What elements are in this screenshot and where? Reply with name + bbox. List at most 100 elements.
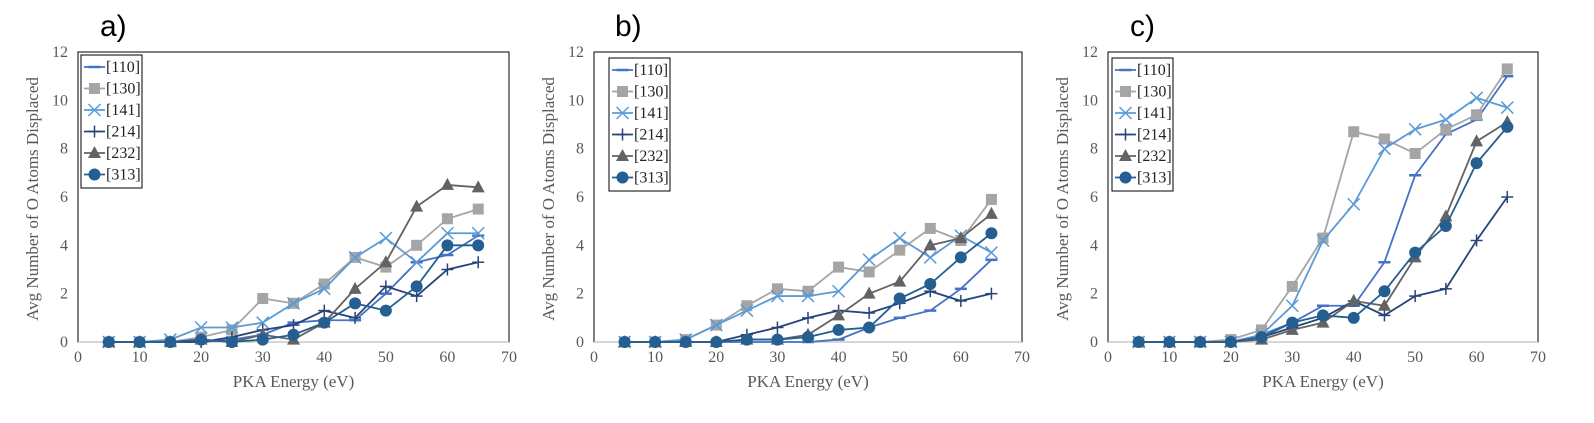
- x-tick-label: 60: [1469, 349, 1485, 366]
- y-tick-label: 10: [52, 92, 68, 109]
- legend-box: [80, 54, 143, 189]
- x-tick-label: 70: [1014, 349, 1030, 366]
- data-point: [954, 251, 967, 264]
- data-point: [317, 282, 331, 296]
- data-point: [924, 222, 936, 234]
- data-point: [410, 280, 423, 293]
- legend-entry: [110]: [84, 59, 140, 76]
- data-point: [1256, 324, 1268, 336]
- data-point: [801, 289, 815, 303]
- y-tick-label: 0: [1090, 334, 1098, 351]
- legend-label: [141]: [1137, 105, 1172, 122]
- y-tick-label: 0: [576, 334, 584, 351]
- data-point: [985, 193, 997, 205]
- x-tick-label: 0: [1104, 349, 1112, 366]
- legend-entry: [110]: [612, 62, 668, 79]
- x-tick-label: 50: [378, 349, 394, 366]
- data-point: [287, 328, 300, 341]
- data-point: [1286, 280, 1298, 292]
- y-tick-label: 2: [1090, 286, 1098, 303]
- data-point: [1501, 63, 1513, 75]
- data-point: [349, 311, 362, 324]
- legend-marker: [1120, 86, 1131, 97]
- x-tick-label: 20: [708, 349, 724, 366]
- legend-label: [214]: [1137, 127, 1172, 144]
- legend-entry: [130]: [84, 81, 141, 98]
- data-point: [862, 286, 876, 299]
- x-tick-label: 30: [1284, 349, 1300, 366]
- legend-entry: [232]: [84, 145, 141, 162]
- data-point: [1132, 336, 1145, 348]
- legend-label: [110]: [634, 62, 668, 79]
- data-point: [832, 323, 845, 336]
- data-point: [863, 321, 876, 334]
- data-point: [195, 333, 208, 346]
- data-point: [1439, 113, 1453, 127]
- y-tick-label: 10: [568, 92, 584, 109]
- legend-entry: [214]: [1115, 127, 1172, 144]
- x-tick-label: 60: [439, 349, 455, 366]
- data-point: [924, 278, 937, 290]
- x-tick-label: 20: [193, 349, 209, 366]
- legend-marker: [615, 106, 630, 120]
- series-313: [102, 239, 485, 348]
- legend-label: [141]: [634, 105, 669, 122]
- data-point: [379, 255, 393, 268]
- data-point: [379, 280, 392, 293]
- data-point: [923, 238, 937, 251]
- legend-entry: [130]: [612, 84, 669, 101]
- data-point: [257, 293, 269, 304]
- data-point: [1285, 322, 1299, 335]
- data-point: [894, 244, 906, 256]
- data-point: [348, 250, 362, 264]
- data-point: [1501, 191, 1514, 203]
- data-point: [348, 281, 362, 294]
- data-point: [1470, 134, 1484, 147]
- data-point: [349, 297, 362, 310]
- x-tick-label: 60: [953, 349, 969, 366]
- panel-c-label: c): [1130, 10, 1155, 43]
- data-point: [440, 177, 454, 190]
- legend-label: [214]: [106, 124, 141, 141]
- data-point: [1255, 331, 1268, 344]
- data-point: [985, 287, 998, 300]
- panel-c: c) 0 2 4 6 8 10 12 0 10 20 30 40 50 60 70 PKA Energy (e…: [1053, 10, 1546, 391]
- y-tick-label: 12: [568, 44, 584, 61]
- legend-label: [313]: [106, 167, 141, 184]
- y-tick-label: 10: [1082, 92, 1098, 109]
- y-tick-label: 6: [1090, 189, 1098, 206]
- y-axis-title: Avg Number of O Atoms Displaced: [1053, 77, 1072, 321]
- data-point: [411, 239, 423, 251]
- legend-marker: [88, 146, 101, 158]
- legend-marker: [1118, 106, 1133, 120]
- data-point: [740, 304, 754, 318]
- data-point: [1285, 299, 1299, 313]
- data-point: [1501, 120, 1514, 133]
- legend-label: [110]: [106, 59, 140, 76]
- data-point: [1439, 220, 1452, 232]
- data-point: [410, 255, 424, 269]
- series-line: [1138, 121, 1508, 343]
- legend-label: [232]: [1137, 148, 1172, 165]
- data-point: [379, 231, 393, 245]
- data-point: [679, 336, 692, 348]
- data-point: [1347, 197, 1361, 211]
- data-point: [954, 294, 967, 307]
- y-tick-label: 12: [1082, 44, 1098, 61]
- legend-entry: [313]: [612, 170, 669, 187]
- legend-entry: [141]: [612, 105, 669, 122]
- legend-box: [608, 57, 671, 192]
- data-point: [1440, 123, 1452, 135]
- chart-b: 0 2 4 6 8 10 12 0 10 20 30 40 50 60 70 PKA Energy (eV) A…: [539, 44, 1030, 391]
- data-point: [1377, 298, 1391, 311]
- y-tick-label: 2: [60, 286, 68, 303]
- data-point: [194, 320, 208, 335]
- data-point: [472, 203, 484, 215]
- series-110: [1132, 74, 1514, 344]
- data-point: [802, 311, 814, 324]
- legend-label: [214]: [634, 127, 669, 144]
- data-point: [1409, 246, 1422, 259]
- x-axis-title: PKA Energy (eV): [747, 372, 869, 391]
- data-point: [862, 253, 876, 267]
- data-point: [1470, 157, 1483, 170]
